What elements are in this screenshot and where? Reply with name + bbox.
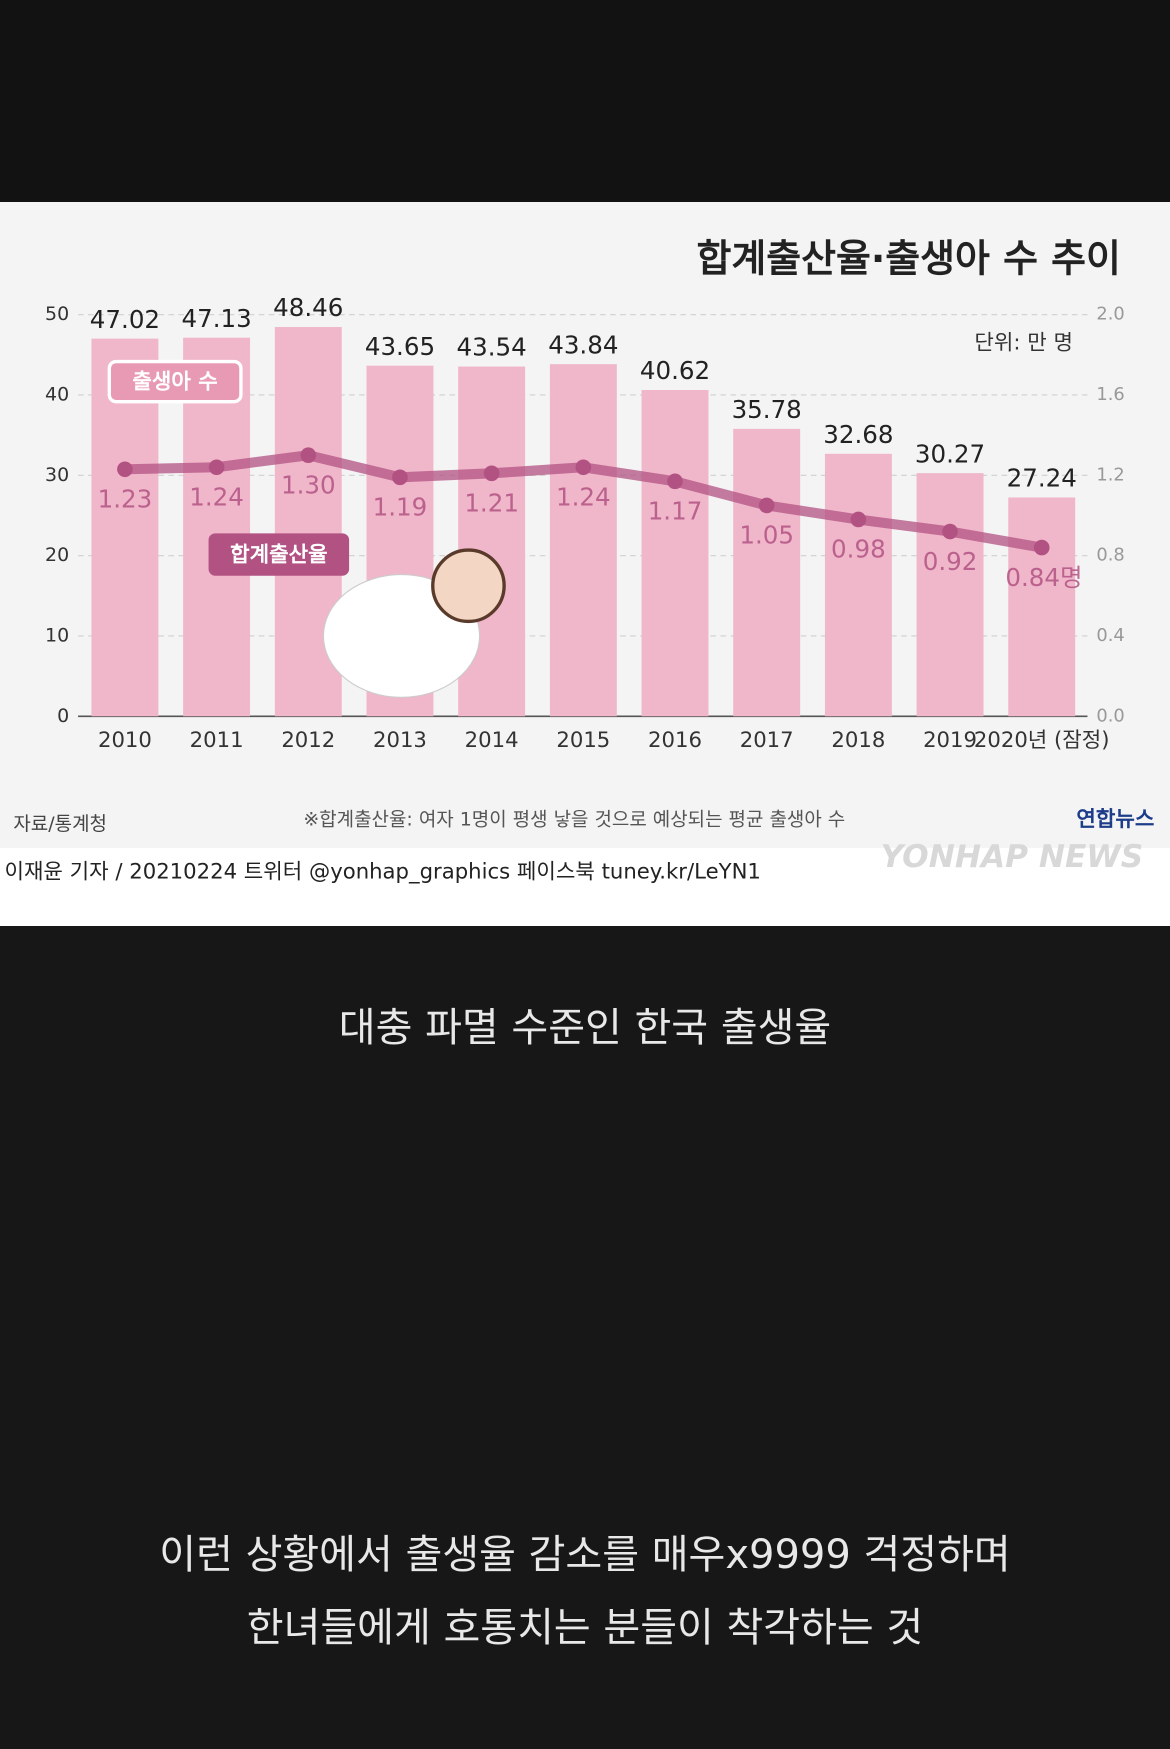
caption: 이런 상황에서 출생율 감소를 매우x9999 걱정하며 (159, 1532, 1011, 1578)
unit-label: 단위: 만 명 (974, 330, 1073, 355)
bar-value-label: 48.46 (273, 293, 343, 322)
bar-value-label: 47.02 (90, 305, 160, 334)
chart: 합계출산율·출생아 수 추이 단위: 만 명 자료/통계청 ※합계출산율: 여자… (0, 202, 1170, 926)
line-value-label: 1.23 (98, 485, 153, 514)
credit-background (0, 847, 1170, 926)
line-value-label: 1.19 (373, 493, 428, 522)
line-point (758, 497, 775, 514)
x-tick-label: 2015 (556, 727, 610, 752)
line-value-label: 1.24 (189, 483, 244, 512)
y2-tick-label: 2.0 (1096, 304, 1124, 325)
y-tick-label: 10 (45, 624, 69, 646)
y-tick-label: 30 (45, 464, 69, 486)
line-value-label: 0.92 (923, 547, 978, 576)
y-tick-label: 40 (45, 383, 69, 405)
brand: 연합뉴스 (1076, 806, 1154, 831)
bar (549, 364, 617, 717)
line-point (117, 461, 133, 478)
bar (1008, 497, 1076, 717)
line-value-label: 0.84명 (1005, 563, 1082, 592)
bar-value-label: 32.68 (823, 420, 893, 449)
x-tick-label: 2018 (831, 727, 885, 752)
line-value-label: 1.05 (739, 521, 794, 550)
bar (641, 390, 709, 717)
y2-tick-label: 1.6 (1096, 384, 1124, 405)
illustration (431, 548, 506, 624)
bar (733, 428, 801, 717)
top-bar (0, 0, 1170, 202)
legend-box (107, 359, 243, 404)
y-tick-label: 20 (45, 544, 69, 566)
bar-value-label: 40.62 (640, 356, 710, 385)
x-tick-label: 2017 (740, 727, 794, 752)
brand-en: YONHAP NEWS (881, 839, 1144, 875)
x-tick-label: 2010 (98, 727, 152, 752)
source: 자료/통계청 (13, 813, 107, 835)
bar (824, 453, 892, 717)
chart-title: 합계출산율·출생아 수 추이 (697, 237, 1121, 281)
line-value-label: 0.98 (831, 535, 886, 564)
line-value-label: 1.24 (556, 483, 611, 512)
legend-label: 합계출산율 (230, 542, 327, 567)
line-value-label: 1.17 (648, 497, 703, 526)
line-point (575, 459, 592, 476)
legend-box (208, 533, 350, 576)
x-tick-label: 2016 (648, 727, 702, 752)
y2-tick-label: 0.0 (1096, 705, 1124, 726)
footnote: ※합계출산율: 여자 1명이 평생 낳을 것으로 예상되는 평균 출생아 수 (303, 809, 845, 831)
line-point (392, 469, 408, 486)
line-value-label: 1.30 (281, 470, 336, 499)
line-point (942, 523, 958, 540)
caption: 한녀들에게 호통치는 분들이 착각하는 것 (246, 1605, 924, 1651)
y-tick-label: 50 (45, 303, 69, 325)
line-point (300, 447, 317, 464)
y2-tick-label: 1.2 (1096, 464, 1124, 485)
bar (916, 473, 984, 717)
bar-value-label: 43.65 (365, 332, 435, 361)
x-tick-label: 2020년 (잠정) (974, 727, 1110, 752)
credit: 이재윤 기자 / 20210224 트위터 @yonhap_graphics 페… (4, 858, 760, 883)
caption: 대충 파멸 수준인 한국 출생율 (338, 1005, 832, 1051)
bar-value-label: 43.54 (457, 333, 527, 362)
line-point (850, 511, 867, 528)
line-point (483, 465, 500, 482)
bar-value-label: 35.78 (732, 395, 802, 424)
bar-value-label: 43.84 (548, 330, 618, 359)
x-tick-label: 2012 (281, 727, 335, 752)
y-tick-label: 0 (57, 705, 69, 727)
y2-tick-label: 0.8 (1096, 545, 1124, 566)
x-tick-label: 2014 (465, 727, 519, 752)
line-value-label: 1.21 (464, 489, 519, 518)
line-point (208, 459, 225, 476)
x-tick-label: 2019 (923, 727, 977, 752)
x-tick-label: 2011 (190, 727, 244, 752)
line-point (1033, 539, 1050, 556)
line-point (667, 473, 683, 490)
bar-value-label: 30.27 (915, 439, 985, 468)
y2-tick-label: 0.4 (1096, 625, 1124, 646)
bar-value-label: 47.13 (181, 304, 251, 333)
legend-label: 출생아 수 (132, 369, 217, 394)
bar-value-label: 27.24 (1007, 464, 1077, 493)
x-tick-label: 2013 (373, 727, 427, 752)
